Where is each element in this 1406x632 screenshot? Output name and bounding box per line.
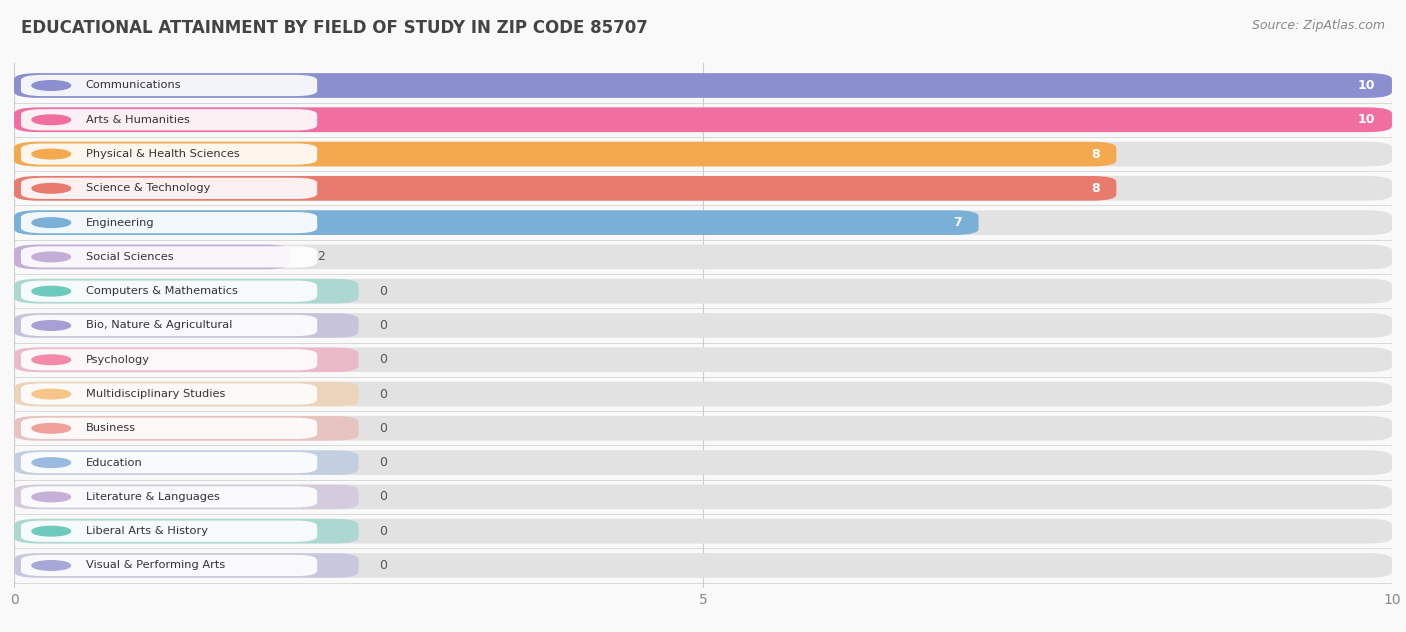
FancyBboxPatch shape <box>21 212 318 233</box>
FancyBboxPatch shape <box>21 109 318 130</box>
FancyBboxPatch shape <box>21 75 318 96</box>
Circle shape <box>32 492 70 502</box>
Circle shape <box>32 115 70 125</box>
Text: 0: 0 <box>380 284 387 298</box>
Text: 10: 10 <box>1358 113 1375 126</box>
Text: Visual & Performing Arts: Visual & Performing Arts <box>86 561 225 571</box>
Text: Liberal Arts & History: Liberal Arts & History <box>86 526 208 536</box>
FancyBboxPatch shape <box>14 176 1392 201</box>
FancyBboxPatch shape <box>14 519 359 544</box>
Text: 0: 0 <box>380 559 387 572</box>
Circle shape <box>32 252 70 262</box>
FancyBboxPatch shape <box>14 107 1392 132</box>
Circle shape <box>32 81 70 90</box>
FancyBboxPatch shape <box>14 416 359 441</box>
Text: Psychology: Psychology <box>86 355 149 365</box>
Text: 0: 0 <box>380 490 387 504</box>
FancyBboxPatch shape <box>21 521 318 542</box>
Text: Science & Technology: Science & Technology <box>86 183 209 193</box>
Text: Social Sciences: Social Sciences <box>86 252 173 262</box>
FancyBboxPatch shape <box>14 382 1392 406</box>
FancyBboxPatch shape <box>14 416 1392 441</box>
Text: 0: 0 <box>380 353 387 367</box>
FancyBboxPatch shape <box>14 73 1392 98</box>
FancyBboxPatch shape <box>14 485 1392 509</box>
FancyBboxPatch shape <box>14 279 359 303</box>
FancyBboxPatch shape <box>14 142 1392 166</box>
FancyBboxPatch shape <box>21 349 318 370</box>
FancyBboxPatch shape <box>21 178 318 199</box>
Text: 8: 8 <box>1091 182 1099 195</box>
Circle shape <box>32 149 70 159</box>
Text: 2: 2 <box>318 250 325 264</box>
FancyBboxPatch shape <box>14 73 1392 98</box>
Text: 0: 0 <box>380 422 387 435</box>
FancyBboxPatch shape <box>14 348 359 372</box>
FancyBboxPatch shape <box>14 450 359 475</box>
FancyBboxPatch shape <box>21 143 318 165</box>
FancyBboxPatch shape <box>21 452 318 473</box>
FancyBboxPatch shape <box>14 313 359 338</box>
Text: Multidisciplinary Studies: Multidisciplinary Studies <box>86 389 225 399</box>
FancyBboxPatch shape <box>14 553 1392 578</box>
FancyBboxPatch shape <box>14 313 1392 338</box>
Circle shape <box>32 389 70 399</box>
Circle shape <box>32 561 70 570</box>
Text: Source: ZipAtlas.com: Source: ZipAtlas.com <box>1251 19 1385 32</box>
Text: Arts & Humanities: Arts & Humanities <box>86 115 190 125</box>
Text: Communications: Communications <box>86 80 181 90</box>
Text: Computers & Mathematics: Computers & Mathematics <box>86 286 238 296</box>
Text: Engineering: Engineering <box>86 217 155 228</box>
FancyBboxPatch shape <box>14 107 1392 132</box>
Text: 0: 0 <box>380 319 387 332</box>
FancyBboxPatch shape <box>14 176 1116 201</box>
Circle shape <box>32 355 70 365</box>
Text: 7: 7 <box>953 216 962 229</box>
Text: Physical & Health Sciences: Physical & Health Sciences <box>86 149 239 159</box>
Circle shape <box>32 423 70 433</box>
FancyBboxPatch shape <box>14 553 359 578</box>
FancyBboxPatch shape <box>21 315 318 336</box>
Text: Bio, Nature & Agricultural: Bio, Nature & Agricultural <box>86 320 232 331</box>
Circle shape <box>32 320 70 331</box>
FancyBboxPatch shape <box>21 384 318 404</box>
Text: EDUCATIONAL ATTAINMENT BY FIELD OF STUDY IN ZIP CODE 85707: EDUCATIONAL ATTAINMENT BY FIELD OF STUDY… <box>21 19 648 37</box>
FancyBboxPatch shape <box>14 210 1392 235</box>
FancyBboxPatch shape <box>14 519 1392 544</box>
FancyBboxPatch shape <box>14 348 1392 372</box>
Text: 8: 8 <box>1091 147 1099 161</box>
FancyBboxPatch shape <box>21 281 318 302</box>
FancyBboxPatch shape <box>14 382 359 406</box>
FancyBboxPatch shape <box>14 485 359 509</box>
Text: 0: 0 <box>380 387 387 401</box>
FancyBboxPatch shape <box>14 245 290 269</box>
Text: Literature & Languages: Literature & Languages <box>86 492 219 502</box>
FancyBboxPatch shape <box>21 246 318 267</box>
Circle shape <box>32 183 70 193</box>
FancyBboxPatch shape <box>21 418 318 439</box>
Text: 0: 0 <box>380 456 387 469</box>
FancyBboxPatch shape <box>14 450 1392 475</box>
Circle shape <box>32 286 70 296</box>
Circle shape <box>32 218 70 228</box>
Circle shape <box>32 458 70 468</box>
FancyBboxPatch shape <box>14 142 1116 166</box>
FancyBboxPatch shape <box>21 486 318 507</box>
FancyBboxPatch shape <box>14 210 979 235</box>
Text: Business: Business <box>86 423 136 434</box>
FancyBboxPatch shape <box>14 279 1392 303</box>
Text: Education: Education <box>86 458 142 468</box>
Circle shape <box>32 526 70 536</box>
Text: 10: 10 <box>1358 79 1375 92</box>
FancyBboxPatch shape <box>21 555 318 576</box>
FancyBboxPatch shape <box>14 245 1392 269</box>
Text: 0: 0 <box>380 525 387 538</box>
